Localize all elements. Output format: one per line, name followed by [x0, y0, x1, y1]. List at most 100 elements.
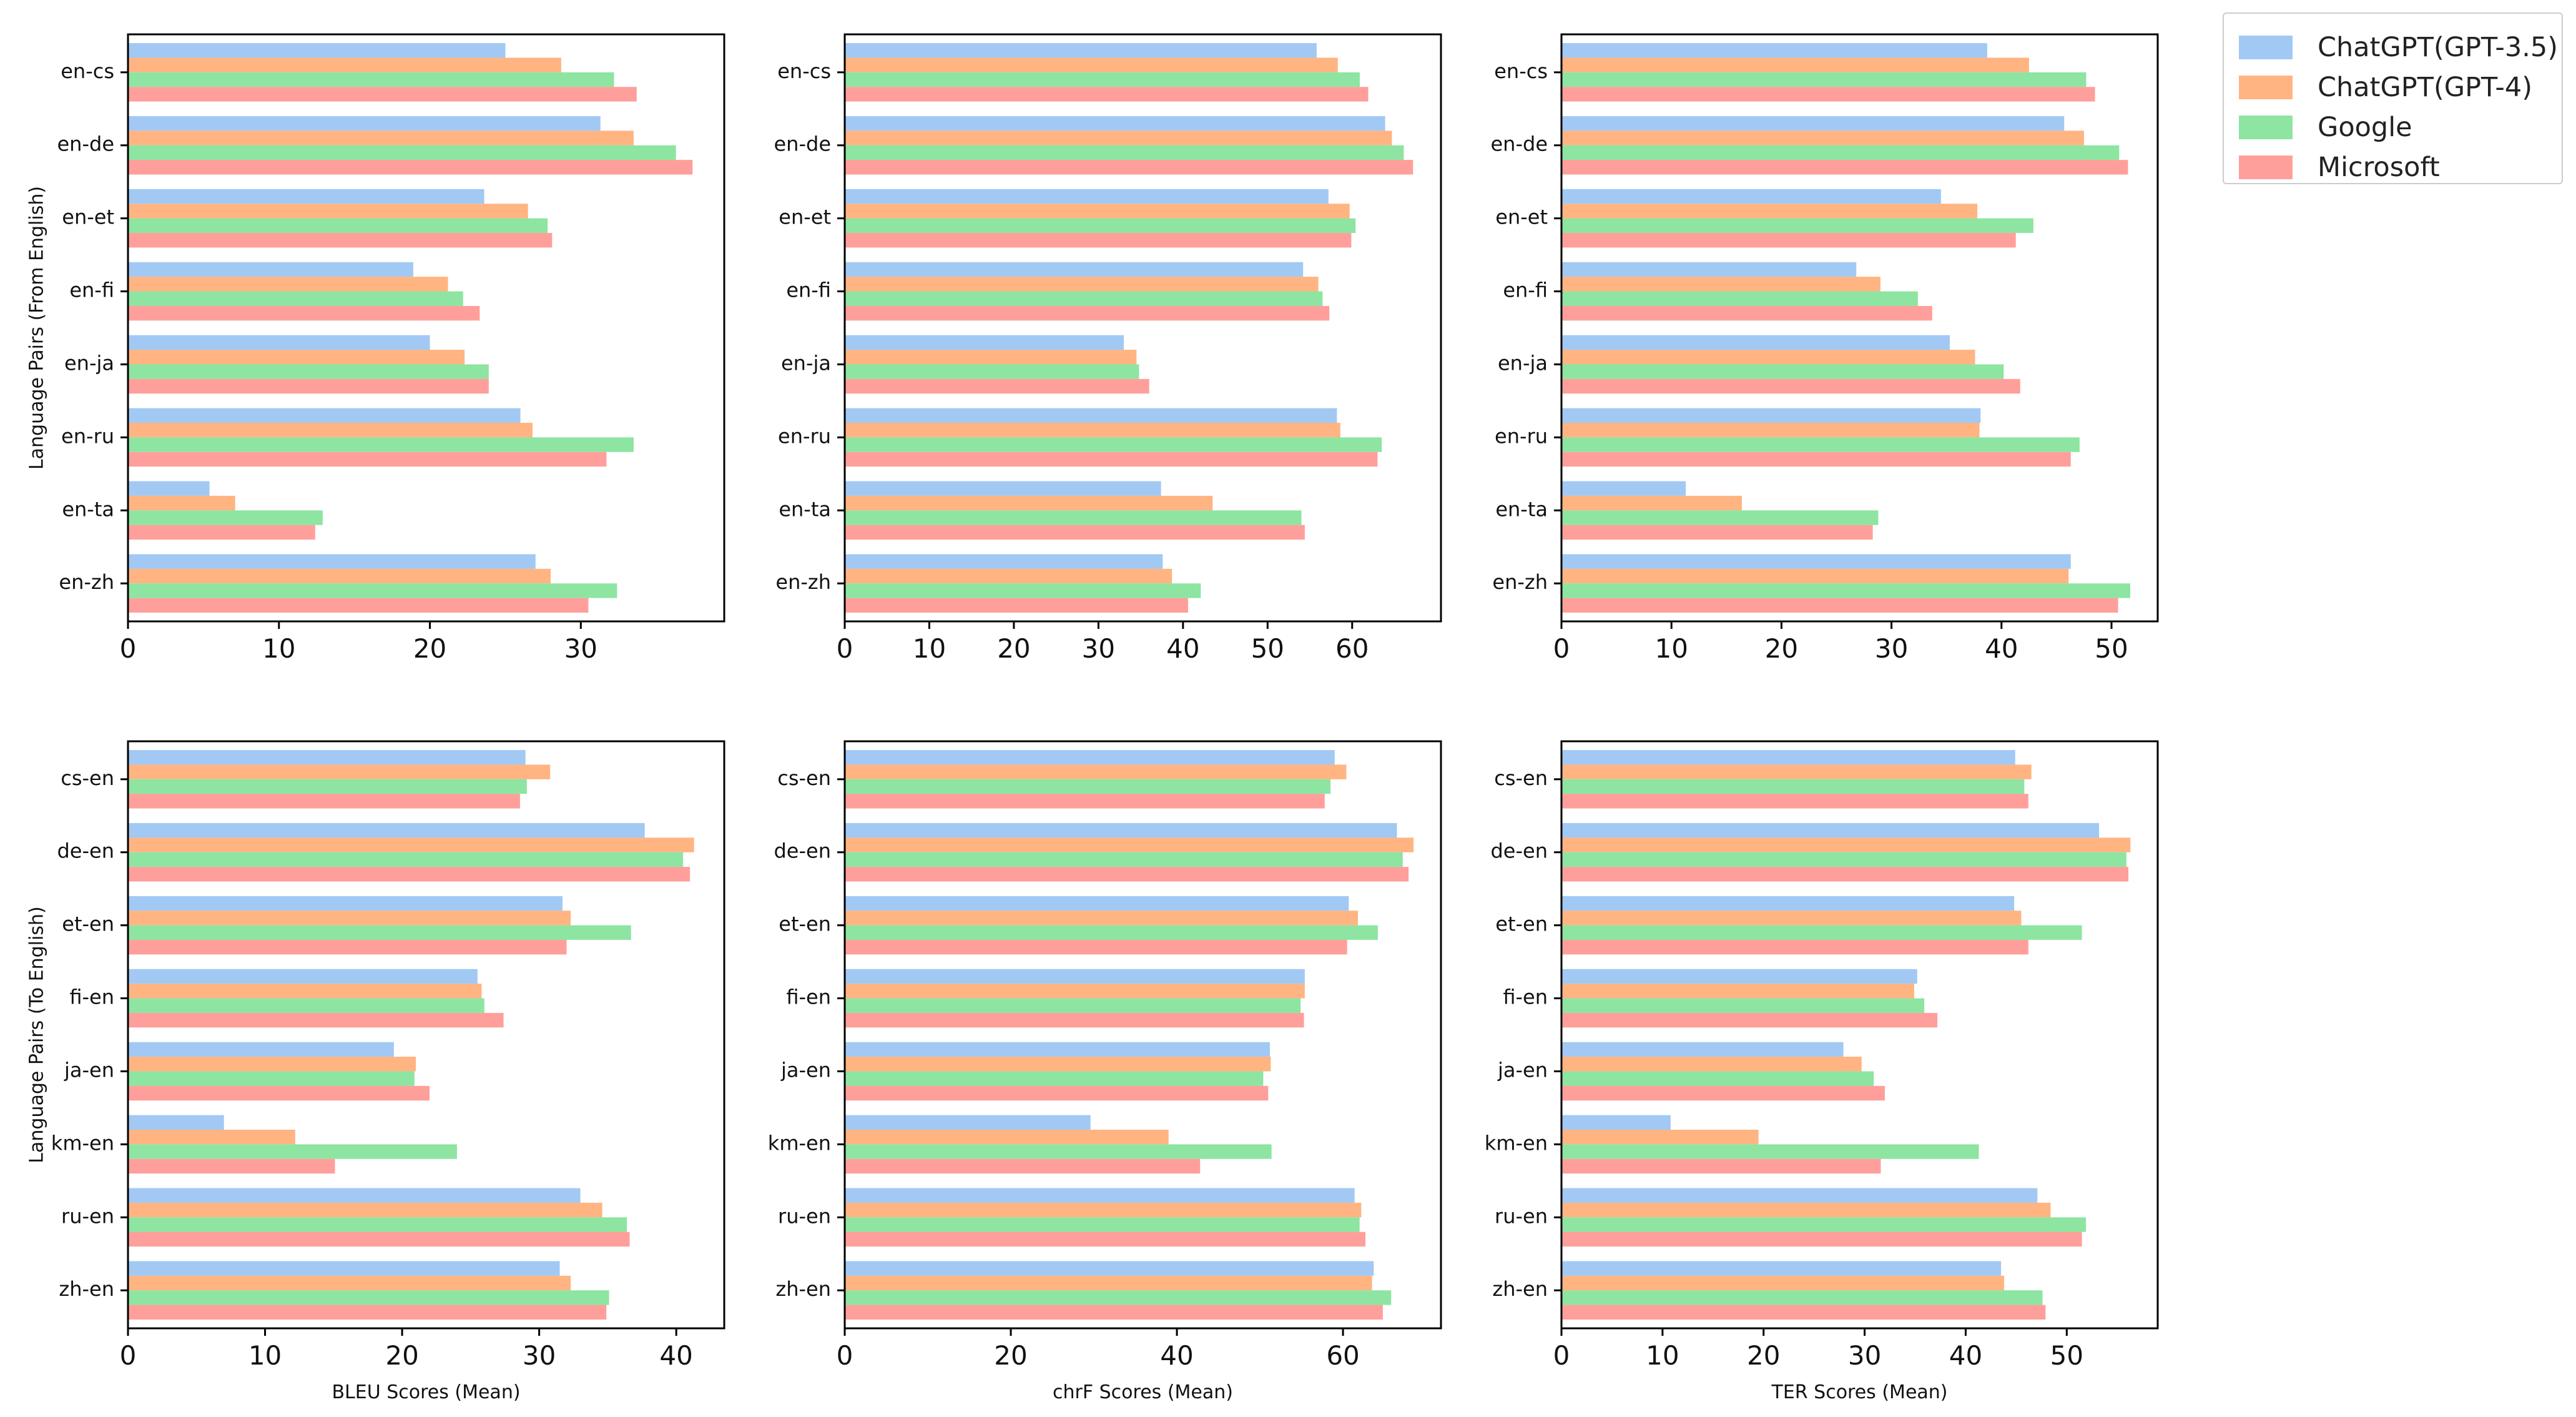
- y-tick-label: en-cs: [1494, 59, 1548, 83]
- bar-fi-en-series-1: [128, 969, 478, 984]
- bar-en-ru-series-2: [1561, 422, 1980, 438]
- bar-et-en-series-1: [128, 896, 563, 911]
- bar-km-en-series-3: [1561, 1144, 1979, 1159]
- chart-panel-3: en-cs en-de en-et en-fi en-ja en-ru en-ta en-zh…: [1490, 33, 2159, 664]
- bar-cs-en-series-3: [1561, 779, 2025, 794]
- x-tick-label: 60: [1326, 1340, 1359, 1371]
- bar-en-ta-series-4: [845, 525, 1305, 540]
- bar-en-et-series-2: [1561, 204, 1978, 219]
- bar-de-en-series-3: [1561, 852, 2126, 867]
- legend-label-gpt35: ChatGPT(GPT-3.5): [2318, 32, 2559, 63]
- bar-en-ta-series-2: [845, 495, 1213, 511]
- y-tick-label: en-et: [779, 205, 831, 229]
- x-tick-label: 0: [1553, 633, 1570, 664]
- bar-en-de-series-4: [128, 160, 693, 175]
- bar-en-cs-series-2: [1561, 57, 2029, 72]
- bar-cs-en-series-1: [128, 750, 526, 765]
- bar-en-ta-series-3: [1561, 510, 1879, 525]
- chart-legend: ChatGPT(GPT-3.5) ChatGPT(GPT-4) Google M…: [2223, 12, 2563, 184]
- bar-en-de-series-1: [128, 116, 601, 131]
- bar-en-ja-series-4: [128, 378, 489, 394]
- bar-zh-en-series-1: [845, 1261, 1374, 1276]
- bar-de-en-series-1: [845, 822, 1397, 838]
- bar-km-en-series-4: [1561, 1158, 1881, 1174]
- x-tick-label: 20: [997, 633, 1030, 664]
- bar-ja-en-series-3: [1561, 1071, 1874, 1086]
- x-tick-label: 40: [1160, 1340, 1193, 1371]
- x-tick-label: 20: [1765, 633, 1798, 664]
- bar-fi-en-series-2: [845, 984, 1305, 999]
- bar-de-en-series-2: [128, 837, 694, 852]
- y-tick-label: en-ta: [62, 497, 114, 521]
- bar-en-ja-series-2: [1561, 350, 1975, 365]
- bar-et-en-series-2: [1561, 911, 2022, 926]
- legend-swatch-microsoft: [2239, 156, 2293, 179]
- y-tick-label: ja-en: [1497, 1058, 1548, 1082]
- x-tick-label: 30: [1082, 633, 1115, 664]
- bar-en-cs-series-3: [1561, 72, 2087, 87]
- bar-en-ta-series-3: [128, 510, 323, 525]
- bar-en-de-series-1: [1561, 116, 2065, 131]
- axes-frame: [1560, 33, 2159, 623]
- x-tick-label: 0: [120, 633, 137, 664]
- bar-en-et-series-3: [845, 218, 1356, 234]
- bar-en-de-series-3: [128, 145, 676, 160]
- bar-zh-en-series-1: [1561, 1261, 2002, 1276]
- x-tick-label: 30: [564, 633, 597, 664]
- y-tick-label: et-en: [1495, 912, 1548, 936]
- bar-km-en-series-2: [845, 1129, 1169, 1145]
- bar-en-ru-series-2: [128, 422, 533, 438]
- bar-et-en-series-4: [1561, 940, 2028, 955]
- bar-en-de-series-1: [845, 116, 1385, 131]
- bar-en-zh-series-3: [845, 583, 1201, 598]
- bar-en-et-series-3: [1561, 218, 2033, 234]
- bar-km-en-series-2: [128, 1129, 295, 1145]
- bar-et-en-series-2: [845, 911, 1358, 926]
- bar-de-en-series-2: [1561, 837, 2131, 852]
- y-tick-label: ja-en: [780, 1058, 831, 1082]
- bar-cs-en-series-1: [1561, 750, 2015, 765]
- legend-entry-gpt35: ChatGPT(GPT-3.5): [2239, 29, 2558, 66]
- y-tick-label: cs-en: [777, 766, 831, 790]
- bar-cs-en-series-3: [128, 779, 527, 794]
- bar-fi-en-series-4: [845, 1012, 1304, 1028]
- bar-en-et-series-4: [845, 233, 1352, 248]
- bar-ja-en-series-1: [1561, 1042, 1844, 1057]
- bar-ru-en-series-1: [128, 1188, 581, 1203]
- bar-fi-en-series-4: [1561, 1012, 1938, 1028]
- y-tick-label: ru-en: [61, 1204, 114, 1228]
- bar-en-ru-series-4: [1561, 452, 2071, 467]
- bar-en-ru-series-3: [1561, 437, 2080, 452]
- x-tick-label: 20: [413, 633, 446, 664]
- y-tick-label: en-ja: [64, 351, 114, 375]
- legend-swatch-google: [2239, 116, 2293, 139]
- bar-en-ja-series-1: [845, 335, 1124, 350]
- y-tick-label: de-en: [1490, 839, 1548, 863]
- bar-ru-en-series-2: [1561, 1202, 2051, 1218]
- x-axis-label: TER Scores (Mean): [1771, 1381, 1948, 1403]
- bar-en-ja-series-4: [845, 378, 1149, 394]
- bar-en-zh-series-4: [128, 598, 589, 613]
- y-tick-label: en-de: [57, 132, 114, 156]
- bar-en-fi-series-2: [845, 277, 1319, 292]
- y-tick-label: en-ta: [779, 497, 831, 521]
- bar-et-en-series-1: [1561, 896, 2015, 911]
- bar-fi-en-series-3: [128, 998, 484, 1013]
- bar-en-ta-series-3: [845, 510, 1302, 525]
- bar-fi-en-series-2: [128, 984, 482, 999]
- x-tick-label: 30: [1848, 1340, 1881, 1371]
- bar-ru-en-series-3: [1561, 1217, 2087, 1232]
- bar-en-de-series-4: [845, 160, 1413, 175]
- bar-en-ta-series-4: [1561, 525, 1873, 540]
- x-tick-label: 30: [523, 1340, 556, 1371]
- x-axis-label: BLEU Scores (Mean): [332, 1381, 520, 1403]
- bar-en-ja-series-3: [128, 364, 489, 379]
- y-tick-label: km-en: [768, 1131, 831, 1155]
- bar-en-et-series-2: [128, 204, 528, 219]
- x-tick-label: 10: [913, 633, 946, 664]
- bar-en-cs-series-1: [1561, 43, 1987, 58]
- bar-km-en-series-3: [845, 1144, 1272, 1159]
- bar-en-zh-series-1: [1561, 554, 2071, 569]
- bar-km-en-series-4: [845, 1158, 1201, 1174]
- bar-ja-en-series-4: [1561, 1085, 1885, 1101]
